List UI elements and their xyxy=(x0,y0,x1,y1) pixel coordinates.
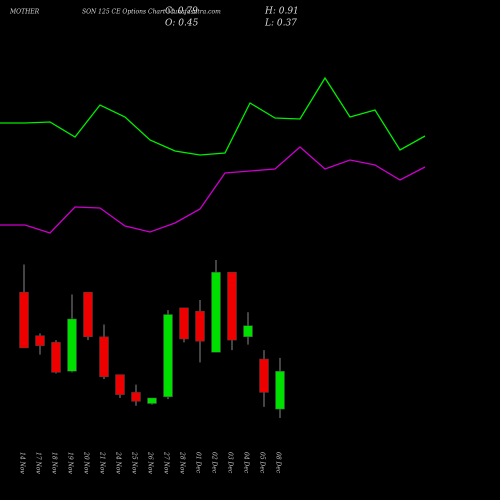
ohlc-label: L: 0.37 xyxy=(264,19,297,29)
ohlc-label: O: 0.45 xyxy=(165,19,199,29)
x-tick-label: 25 Nov xyxy=(131,451,138,474)
ohlc-label: H: 0.91 xyxy=(264,7,299,17)
x-tick-label: 19 Nov xyxy=(67,452,74,474)
x-tick-label: 08 Dec xyxy=(275,452,282,474)
x-tick-label: 18 Nov xyxy=(51,452,58,474)
x-tick-label: 05 Dec xyxy=(259,452,266,474)
x-tick-label: 04 Dec xyxy=(243,452,250,474)
candle-body xyxy=(275,371,285,410)
candle-body xyxy=(259,358,269,393)
candle-body xyxy=(243,325,253,338)
x-tick-label: 21 Nov xyxy=(99,451,106,474)
x-tick-label: 24 Nov xyxy=(115,451,122,474)
candle-body xyxy=(115,374,125,395)
candle-body xyxy=(179,307,189,340)
x-tick-label: 27 Nov xyxy=(163,451,170,474)
x-tick-label: 17 Nov xyxy=(35,452,42,474)
chart-title: MOTHER xyxy=(9,9,40,16)
candle-body xyxy=(211,271,221,353)
x-tick-label: 28 Nov xyxy=(179,451,186,474)
line-series xyxy=(0,146,426,234)
x-tick-label: 14 Nov xyxy=(19,452,26,474)
candle-body xyxy=(51,342,61,373)
x-tick-label: 20 Nov xyxy=(83,451,90,474)
candle-body xyxy=(147,397,157,404)
candle-body xyxy=(19,292,29,349)
candle-body xyxy=(35,335,45,346)
x-tick-label: 02 Dec xyxy=(211,452,218,474)
candle-body xyxy=(83,292,93,338)
candle-body xyxy=(67,318,77,372)
ohlc-label: C: 0.79 xyxy=(165,7,198,17)
x-tick-label: 26 Nov xyxy=(147,451,154,474)
candle-body xyxy=(99,336,109,378)
chart-title: SON 125 CE Options Chart Munafasutra.com xyxy=(82,9,221,16)
candle-body xyxy=(227,271,237,341)
candle-body xyxy=(131,392,141,402)
candle-body xyxy=(163,314,173,398)
line-series xyxy=(0,76,426,156)
x-tick-label: 03 Dec xyxy=(227,452,234,474)
candle-body xyxy=(195,310,205,342)
x-tick-label: 01 Dec xyxy=(195,452,202,474)
